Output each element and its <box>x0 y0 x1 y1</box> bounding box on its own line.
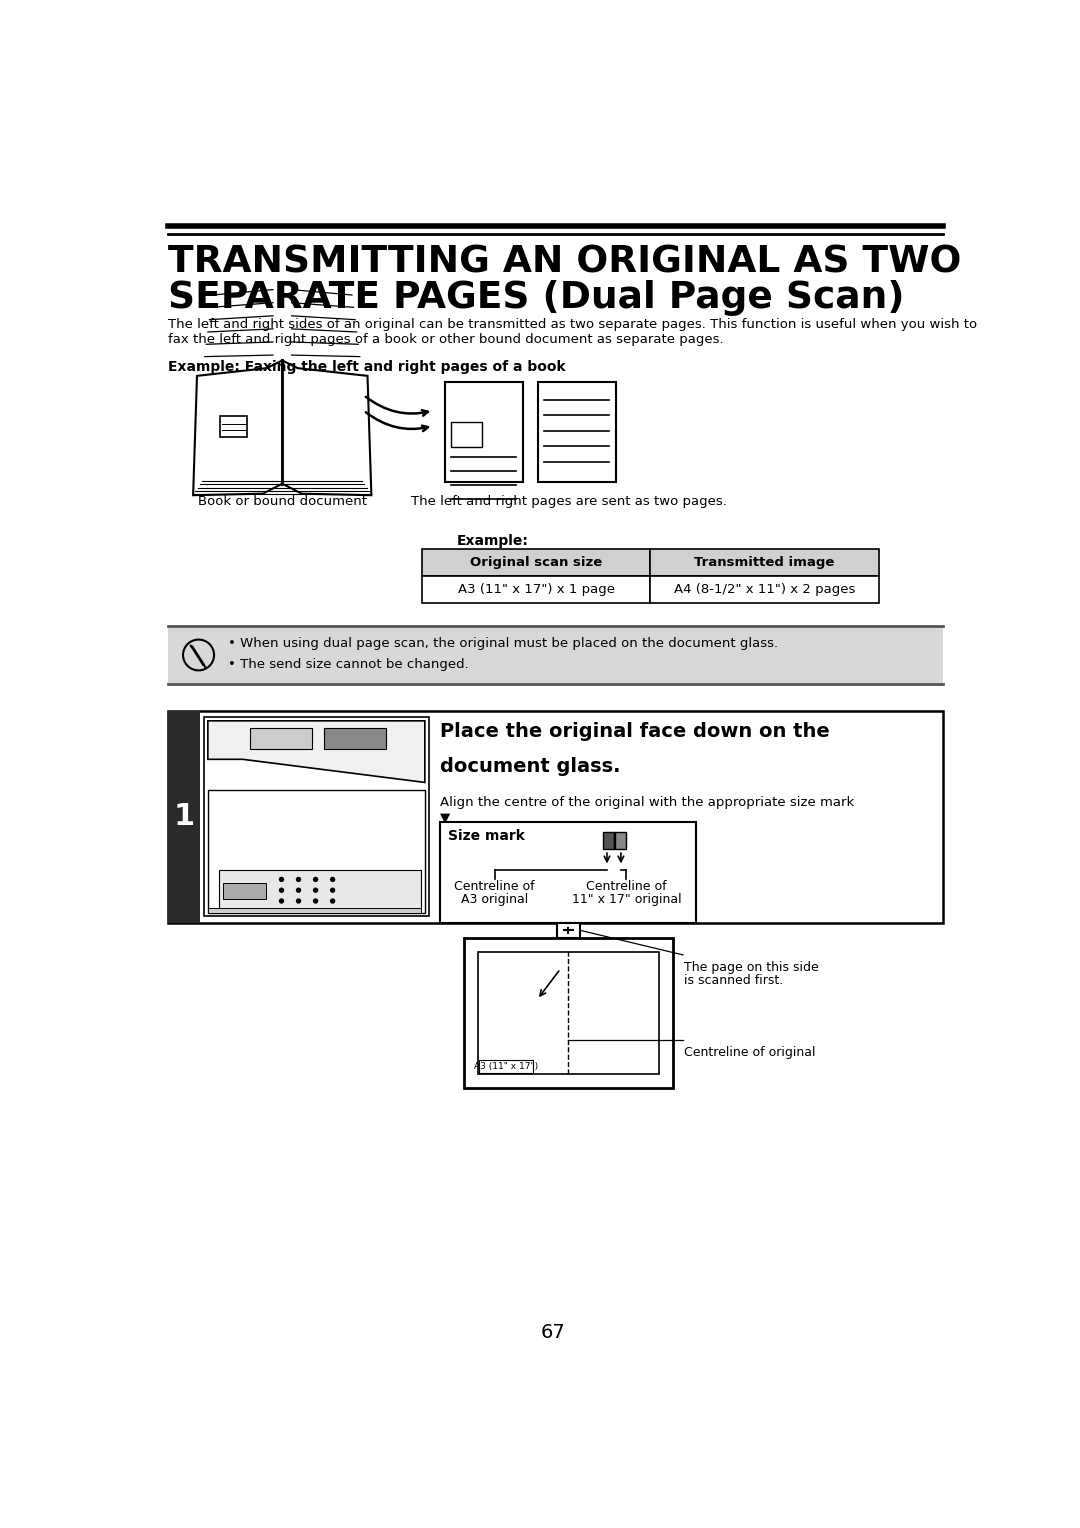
Bar <box>538 382 616 483</box>
Circle shape <box>313 898 319 903</box>
Text: Centreline of original: Centreline of original <box>685 1045 816 1059</box>
Bar <box>480 1060 534 1073</box>
Bar <box>650 549 879 576</box>
Circle shape <box>279 888 284 892</box>
Text: Align the centre of the original with the appropriate size mark: Align the centre of the original with th… <box>441 796 854 808</box>
Bar <box>207 908 421 912</box>
Text: TRANSMITTING AN ORIGINAL AS TWO: TRANSMITTING AN ORIGINAL AS TWO <box>167 244 961 281</box>
Bar <box>167 711 200 923</box>
Text: A3 original: A3 original <box>461 894 528 906</box>
Text: ▼.: ▼. <box>441 811 455 824</box>
Text: Centreline of: Centreline of <box>586 880 666 894</box>
Text: • When using dual page scan, the original must be placed on the document glass.: • When using dual page scan, the origina… <box>228 637 778 649</box>
Text: Size mark: Size mark <box>448 828 525 842</box>
Bar <box>167 711 943 923</box>
Circle shape <box>329 877 335 882</box>
Text: is scanned first.: is scanned first. <box>685 975 784 987</box>
Bar <box>556 923 580 938</box>
Text: The left and right sides of an original can be transmitted as two separate pages: The left and right sides of an original … <box>167 318 976 347</box>
Text: The left and right pages are sent as two pages.: The left and right pages are sent as two… <box>411 495 727 509</box>
Text: Book or bound document: Book or bound document <box>198 495 367 509</box>
Bar <box>477 952 659 1074</box>
Text: A3 (11" x 17") x 1 page: A3 (11" x 17") x 1 page <box>458 584 615 596</box>
Text: The page on this side: The page on this side <box>685 961 820 973</box>
Text: Place the original face down on the: Place the original face down on the <box>441 723 831 741</box>
Circle shape <box>279 898 284 903</box>
Circle shape <box>279 877 284 882</box>
Circle shape <box>296 888 301 892</box>
Circle shape <box>329 898 335 903</box>
Text: SEPARATE PAGES (Dual Page Scan): SEPARATE PAGES (Dual Page Scan) <box>167 280 904 316</box>
Text: • The send size cannot be changed.: • The send size cannot be changed. <box>228 659 469 671</box>
Circle shape <box>296 898 301 903</box>
Text: A4 (8-1/2" x 11") x 2 pages: A4 (8-1/2" x 11") x 2 pages <box>674 584 855 596</box>
Bar <box>445 382 523 483</box>
Circle shape <box>296 877 301 882</box>
Text: document glass.: document glass. <box>441 756 621 776</box>
Text: Example:: Example: <box>457 533 528 547</box>
Bar <box>207 790 424 912</box>
Text: Transmitted image: Transmitted image <box>694 556 835 568</box>
Bar <box>204 717 429 917</box>
Text: 11" x 17" original: 11" x 17" original <box>571 894 681 906</box>
Bar <box>422 576 650 604</box>
Bar <box>251 727 312 749</box>
Circle shape <box>313 888 319 892</box>
Polygon shape <box>193 361 282 495</box>
Bar <box>422 549 650 576</box>
Text: Centreline of: Centreline of <box>455 880 535 894</box>
Bar <box>224 883 266 900</box>
Bar <box>220 416 247 437</box>
Bar <box>219 871 421 911</box>
Text: Example: Faxing the left and right pages of a book: Example: Faxing the left and right pages… <box>167 361 565 374</box>
Bar <box>167 626 943 685</box>
Text: Original scan size: Original scan size <box>470 556 603 568</box>
Text: 1: 1 <box>173 802 194 831</box>
Bar <box>650 576 879 604</box>
Bar <box>441 822 697 923</box>
Text: A3 (11" x 17"): A3 (11" x 17") <box>474 1062 538 1071</box>
Polygon shape <box>282 361 372 495</box>
Bar <box>451 422 482 448</box>
Polygon shape <box>207 721 424 782</box>
Text: 67: 67 <box>541 1323 566 1342</box>
Circle shape <box>313 877 319 882</box>
Bar <box>603 831 613 848</box>
Bar <box>324 727 387 749</box>
Bar <box>463 938 673 1088</box>
Bar <box>615 831 625 848</box>
Circle shape <box>329 888 335 892</box>
